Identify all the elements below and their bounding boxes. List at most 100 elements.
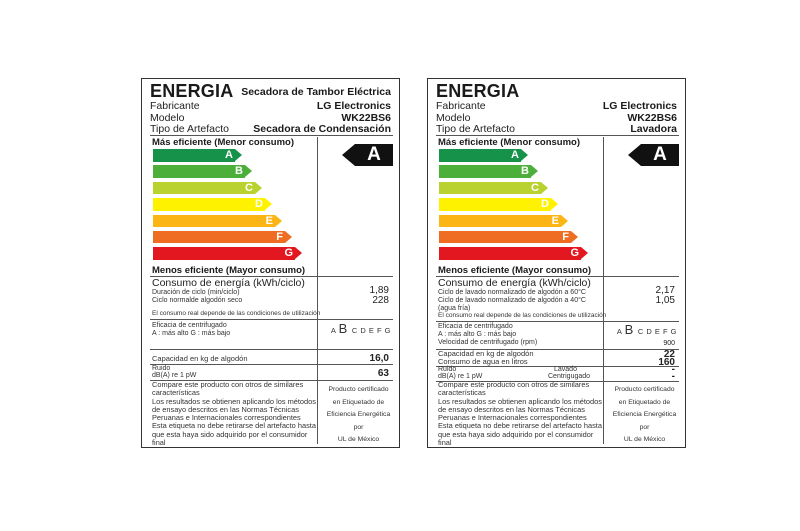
bar-letter: G — [284, 247, 293, 260]
bar-letter: F — [562, 230, 569, 243]
most-efficient-label: Más eficiente (Menor consumo) — [438, 137, 580, 148]
bar-body — [439, 230, 571, 244]
bar-body — [439, 198, 551, 211]
noise-value: 63 — [377, 368, 389, 379]
bar-letter: E — [551, 214, 559, 227]
spin-class-g: G — [670, 327, 677, 336]
divider — [436, 366, 679, 367]
energy-value: 228 — [372, 295, 389, 306]
noise-wash-label: Lavado — [554, 366, 577, 373]
field-appliance-type: Tipo de Artefacto Secadora de Condensació… — [150, 123, 391, 135]
divider — [436, 321, 679, 322]
divider — [150, 349, 393, 350]
bar-letter: C — [531, 181, 539, 194]
bar-body — [153, 230, 285, 244]
column-divider — [317, 137, 318, 444]
least-efficient-label: Menos eficiente (Mayor consumo) — [438, 265, 592, 276]
capacity-label: Capacidad en kg de algodón — [152, 354, 248, 363]
energy-label-washer: ENERGIA Fabricante LG Electronics Modelo W… — [427, 78, 686, 448]
spin-class-d: D — [360, 326, 369, 335]
footer-disclaimer: Compare este producto con otros de simil… — [438, 380, 602, 448]
spin-class-a: A — [616, 327, 625, 336]
energy-value: 1,05 — [655, 295, 675, 306]
divider — [436, 276, 679, 277]
noise-spin-label: Centrigugado — [548, 373, 591, 380]
noise-unit: dB(A) re 1 pW — [438, 373, 483, 380]
footer-disclaimer: Compare este producto con otros de simil… — [152, 380, 316, 448]
noise-label: Ruido — [152, 365, 171, 372]
water-label: Consumo de agua en litros — [438, 357, 528, 366]
energy-note: El consumo real depende de las condicion… — [438, 312, 607, 319]
bar-arrow-icon — [255, 181, 262, 194]
capacity-value: 22 — [663, 349, 675, 360]
energy-heading: Consumo de energía (kWh/ciclo) — [438, 277, 591, 289]
spin-scale: A B C D E F G — [617, 322, 677, 337]
bar-arrow-icon — [521, 149, 528, 161]
energy-line: Ciclo normalde algodón seco — [152, 297, 243, 304]
bar-letter: F — [276, 230, 283, 243]
noise-spin-value: - — [671, 371, 675, 382]
divider — [150, 380, 393, 381]
certification-note: Producto certificado en Etiquetado de Ef… — [612, 386, 677, 443]
bar-letter: C — [245, 181, 253, 194]
bar-body — [439, 247, 581, 260]
capacity-value: 16,0 — [369, 353, 389, 364]
water-value: 160 — [658, 357, 675, 368]
noise-unit: dB(A) re 1 pW — [152, 372, 197, 379]
divider — [150, 319, 393, 320]
spin-class-f: F — [376, 326, 385, 335]
divider — [150, 276, 393, 277]
bar-arrow-icon — [571, 230, 578, 243]
energy-value: 1,89 — [369, 285, 389, 296]
energy-value: 2,17 — [655, 285, 675, 296]
bar-letter: A — [511, 149, 519, 161]
bar-letter: D — [541, 198, 549, 211]
spin-class-a: A — [330, 326, 339, 335]
spin-legend: A : más alto G : más bajo — [152, 330, 231, 337]
bar-letter: E — [265, 214, 273, 227]
rating-arrow-icon — [342, 144, 355, 166]
spin-class-b: B — [338, 321, 352, 336]
divider — [436, 381, 679, 382]
bar-arrow-icon — [541, 181, 548, 194]
bar-body — [153, 214, 275, 228]
divider — [436, 135, 679, 136]
bar-arrow-icon — [275, 214, 282, 227]
divider — [436, 349, 679, 350]
field-manufacturer: Fabricante LG Electronics — [150, 100, 391, 112]
spin-speed-value: 900 — [663, 340, 675, 347]
bar-arrow-icon — [285, 230, 292, 243]
field-model: Modelo WK22BS6 — [436, 111, 677, 124]
bar-body — [153, 165, 245, 178]
field-model: Modelo WK22BS6 — [150, 111, 391, 124]
bar-letter: G — [570, 247, 579, 260]
bar-letter: B — [235, 165, 243, 178]
bar-arrow-icon — [295, 247, 302, 260]
bar-letter: B — [521, 165, 529, 178]
bar-body — [153, 181, 255, 195]
rating-class: A — [641, 144, 679, 166]
field-manufacturer: Fabricante LG Electronics — [436, 100, 677, 112]
spin-class-e: E — [654, 327, 663, 336]
bar-arrow-icon — [561, 214, 568, 227]
bar-body — [153, 149, 235, 162]
column-divider — [603, 137, 604, 444]
spin-class-g: G — [384, 326, 391, 335]
bar-body — [153, 247, 295, 260]
energy-note: El consumo real depende de las condicion… — [152, 310, 321, 317]
field-appliance-type: Tipo de Artefacto Lavadora — [436, 123, 677, 135]
energy-line: Ciclo de lavado normalizado de algodón a… — [438, 297, 586, 304]
label-title: ENERGIA — [150, 81, 234, 101]
spin-class-c: C — [351, 326, 361, 335]
spin-legend: A : más alto G : más bajo — [438, 331, 517, 338]
bar-body — [439, 181, 541, 195]
rating-arrow-icon — [628, 144, 641, 166]
label-header: ENERGIA Secadora de Tambor Eléctrica Fab… — [150, 82, 391, 136]
bar-arrow-icon — [245, 165, 252, 178]
bar-body — [439, 214, 561, 228]
energy-heading: Consumo de energía (kWh/ciclo) — [152, 277, 305, 289]
spin-class-b: B — [624, 322, 638, 337]
capacity-label: Capacidad en kg de algodón — [438, 349, 534, 358]
spin-speed-label: Velocidad de centrifugado (rpm) — [438, 339, 538, 346]
energy-line: Ciclo de lavado normalizado de algodón a… — [438, 289, 586, 296]
